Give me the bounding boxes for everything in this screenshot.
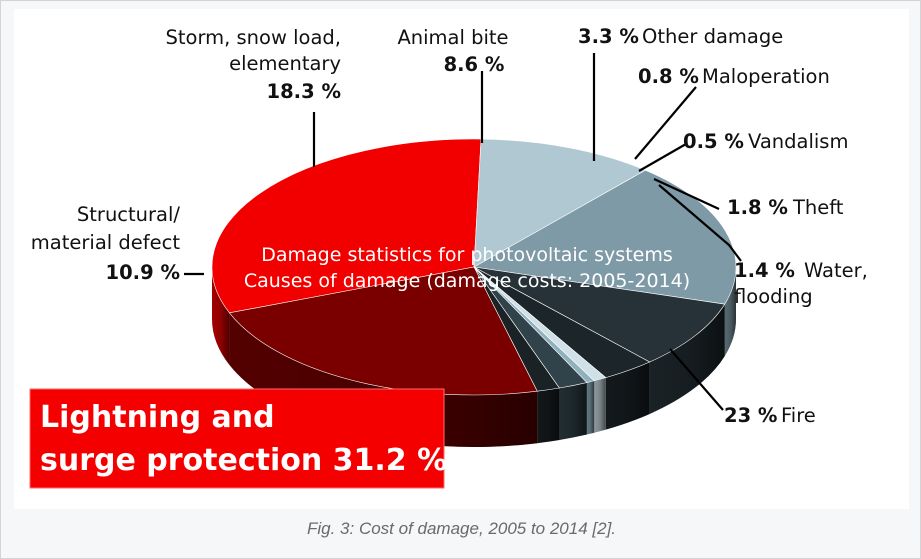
pie-slice-9 <box>228 266 538 396</box>
label-malop-name: Maloperation <box>702 65 830 88</box>
label-animal-name: Animal bite <box>397 26 508 49</box>
slice-labels: Storm, snow load, elementary 18.3 % Anim… <box>31 25 868 427</box>
pie-chart: Damage statistics for photovoltaic syste… <box>29 25 868 489</box>
label-fire-name: Fire <box>781 404 816 427</box>
leader-vandal <box>638 143 687 172</box>
pie-slice-1 <box>473 138 647 268</box>
pie-top-layer <box>211 138 737 396</box>
pie-side-shade-7 <box>559 382 587 441</box>
callout-box <box>30 389 444 488</box>
callout-border <box>29 388 445 489</box>
chart-subtitle: Causes of damage (damage costs: 2005-201… <box>244 270 690 292</box>
pie-side-shade-2 <box>724 267 736 357</box>
label-water-value: 1.4 % <box>734 259 795 282</box>
leader-water <box>658 184 742 262</box>
label-theft-name: Theft <box>792 196 844 219</box>
label-other-name: Other damage <box>642 25 783 48</box>
pie-side-shade-4 <box>605 361 650 430</box>
label-struct-value: 10.9 % <box>106 261 180 284</box>
label-theft-value: 1.8 % <box>727 196 788 219</box>
label-struct-line2: material defect <box>31 231 181 254</box>
callout-line2: surge protection 31.2 % <box>40 443 447 478</box>
pie-side-shade-5 <box>594 377 606 433</box>
leader-theft <box>653 178 720 210</box>
label-animal-value: 8.6 % <box>444 53 505 76</box>
label-vandal-value: 0.5 % <box>683 130 744 153</box>
pie-slice-0 <box>211 138 482 314</box>
label-fire-value: 23 % <box>724 404 777 427</box>
label-water-name-line2: flooding <box>734 285 813 308</box>
label-storm-line1: Storm, snow load, <box>166 26 342 49</box>
leader-lines <box>184 53 742 411</box>
figure-image: Damage statistics for photovoltaic syste… <box>14 9 909 509</box>
pie-slice-3 <box>473 266 726 363</box>
label-storm-line2: elementary <box>229 52 341 75</box>
pie-side-shade-3 <box>649 304 725 414</box>
label-vandal-name: Vandalism <box>748 130 848 153</box>
label-other-value: 3.3 % <box>578 25 639 48</box>
chart-title: Damage statistics for photovoltaic syste… <box>261 244 673 266</box>
callout-line1: Lightning and <box>40 400 275 435</box>
leader-malop <box>634 86 697 160</box>
label-storm-value: 18.3 % <box>267 80 341 103</box>
pie-side-shade-8 <box>537 388 560 444</box>
figure-caption: Fig. 3: Cost of damage, 2005 to 2014 [2]… <box>306 519 617 538</box>
pie-slice-2 <box>473 169 737 305</box>
pie-side-shade-0 <box>212 267 230 365</box>
label-struct-line1: Structural/ <box>77 203 181 226</box>
label-malop-value: 0.8 % <box>638 65 699 88</box>
pie-side-shade-6 <box>586 380 595 435</box>
leader-fire <box>669 348 724 411</box>
lightning-callout: Lightning and surge protection 31.2 % <box>29 388 447 489</box>
label-water-name-line1: Water, <box>804 259 868 282</box>
